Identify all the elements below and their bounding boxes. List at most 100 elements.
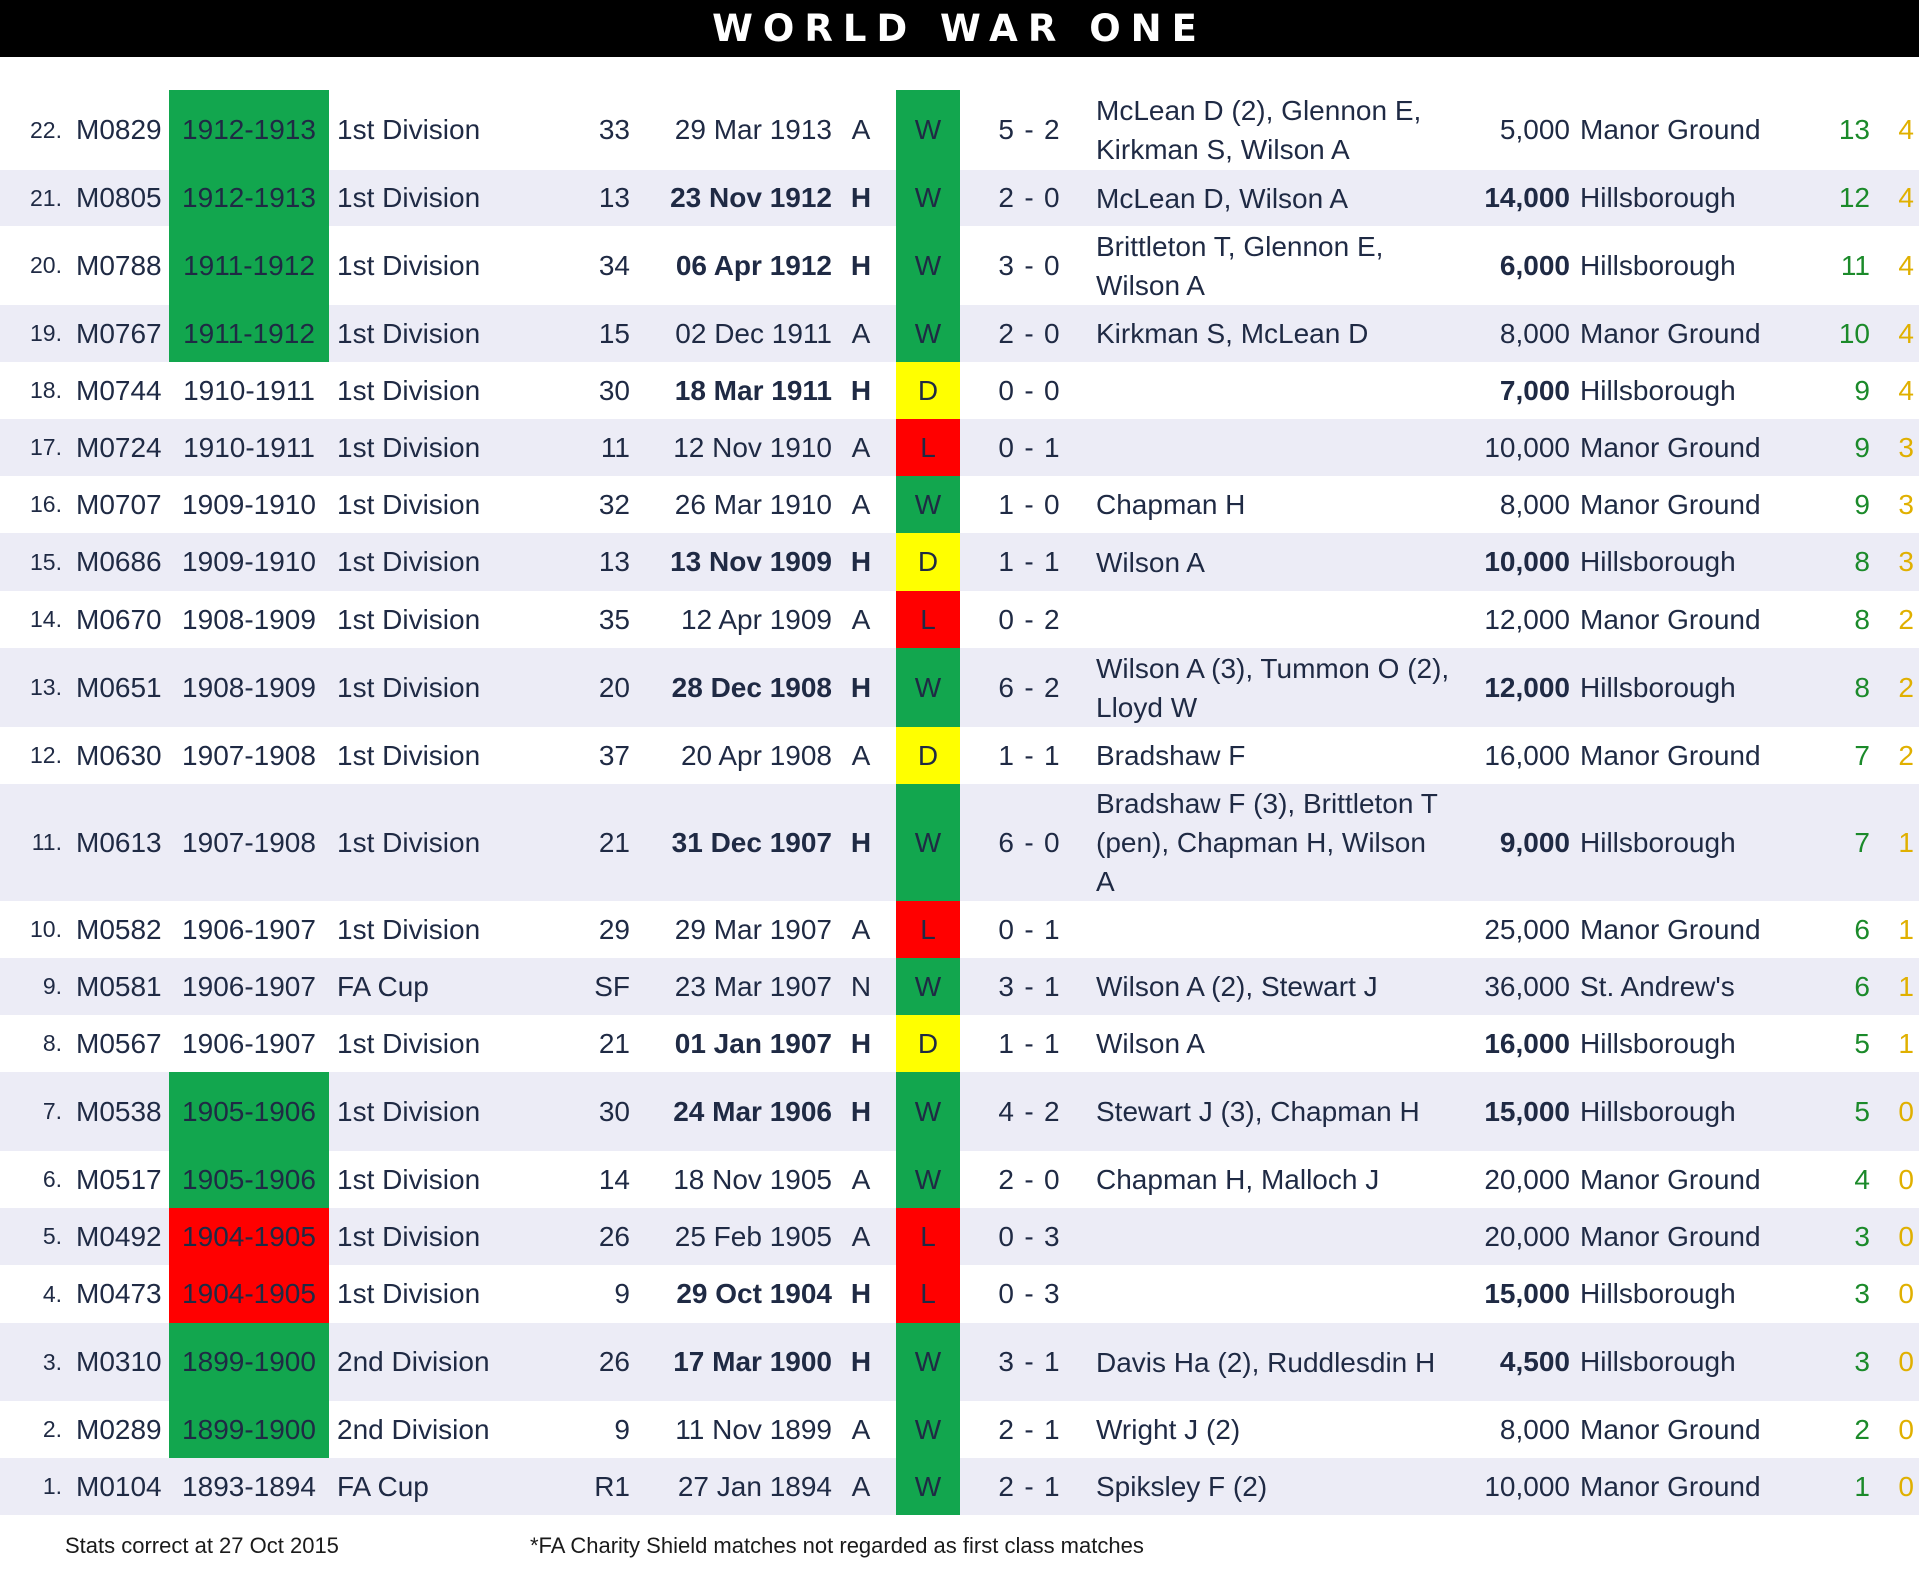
spacer: [882, 727, 896, 784]
result-badge: W: [896, 648, 960, 727]
season-cell: 1906-1907: [169, 901, 329, 958]
spacer: [882, 784, 896, 901]
draws-tally: 1: [1870, 958, 1914, 1015]
charity-shield-note: *FA Charity Shield matches not regarded …: [530, 1533, 1144, 1558]
competition-cell: FA Cup: [329, 958, 552, 1015]
venue-cell: A: [840, 591, 882, 648]
score-separator: -: [1014, 305, 1044, 362]
season-cell: 1912-1913: [169, 90, 329, 170]
match-number: 6.: [0, 1151, 70, 1208]
season-cell: 1912-1913: [169, 170, 329, 226]
scorers-cell: [1084, 1265, 1450, 1323]
spacer: [960, 419, 974, 476]
goals-for: 2: [974, 1458, 1014, 1515]
draws-tally: 2: [1870, 727, 1914, 784]
match-number: 9.: [0, 958, 70, 1015]
attendance-cell: 6,000: [1450, 226, 1580, 305]
date-cell: 20 Apr 1908: [648, 727, 840, 784]
season-cell: 1909-1910: [169, 476, 329, 533]
venue-cell: A: [840, 90, 882, 170]
goals-for: 1: [974, 476, 1014, 533]
spacer: [882, 1458, 896, 1515]
season-cell: 1906-1907: [169, 1015, 329, 1072]
competition-cell: 1st Division: [329, 170, 552, 226]
match-id: M0767: [70, 305, 169, 362]
goals-for: 5: [974, 90, 1014, 170]
score-separator: -: [1014, 1401, 1044, 1458]
ground-cell: Hillsborough: [1580, 1072, 1830, 1151]
venue-cell: H: [840, 362, 882, 419]
season-cell: 1906-1907: [169, 958, 329, 1015]
goals-for: 1: [974, 1015, 1014, 1072]
ground-cell: Hillsborough: [1580, 1265, 1830, 1323]
table-row: 4. M0473 1904-1905 1st Division 9 29 Oct 1904…: [0, 1265, 1919, 1323]
goals-against: 0: [1044, 362, 1084, 419]
match-id: M0724: [70, 419, 169, 476]
season-cell: 1909-1910: [169, 533, 329, 591]
spacer: [960, 784, 974, 901]
round-cell: 15: [552, 305, 648, 362]
competition-cell: 1st Division: [329, 591, 552, 648]
spacer: [882, 648, 896, 727]
season-cell: 1910-1911: [169, 362, 329, 419]
venue-cell: A: [840, 901, 882, 958]
venue-cell: A: [840, 1151, 882, 1208]
scorers-cell: Wilson A: [1084, 533, 1450, 591]
scorers-cell: Stewart J (3), Chapman H: [1084, 1072, 1450, 1151]
spacer: [960, 1265, 974, 1323]
draws-tally: 0: [1870, 1151, 1914, 1208]
date-cell: 18 Nov 1905: [648, 1151, 840, 1208]
ground-cell: Manor Ground: [1580, 305, 1830, 362]
spacer: [882, 901, 896, 958]
wins-tally: 9: [1830, 419, 1870, 476]
wins-tally: 7: [1830, 784, 1870, 901]
competition-cell: 1st Division: [329, 533, 552, 591]
spacer: [960, 901, 974, 958]
goals-for: 6: [974, 648, 1014, 727]
date-cell: 24 Mar 1906: [648, 1072, 840, 1151]
competition-cell: 1st Division: [329, 1151, 552, 1208]
match-number: 13.: [0, 648, 70, 727]
attendance-cell: 20,000: [1450, 1151, 1580, 1208]
match-id: M0310: [70, 1323, 169, 1401]
result-badge: L: [896, 1265, 960, 1323]
date-cell: 29 Oct 1904: [648, 1265, 840, 1323]
round-cell: 30: [552, 1072, 648, 1151]
table-row: 21. M0805 1912-1913 1st Division 13 23 Nov 19…: [0, 170, 1919, 226]
spacer: [960, 727, 974, 784]
result-badge: W: [896, 1151, 960, 1208]
date-cell: 12 Nov 1910: [648, 419, 840, 476]
losses-tally: 5: [1914, 419, 1919, 476]
losses-tally: 2: [1914, 958, 1919, 1015]
goals-for: 2: [974, 1401, 1014, 1458]
goals-for: 2: [974, 1151, 1014, 1208]
spacer: [882, 533, 896, 591]
match-id: M0651: [70, 648, 169, 727]
attendance-cell: 5,000: [1450, 90, 1580, 170]
result-badge: W: [896, 170, 960, 226]
table-row: 22. M0829 1912-1913 1st Division 33 29 Mar 19…: [0, 90, 1919, 170]
scorers-cell: Brittleton T, Glennon E, Wilson A: [1084, 226, 1450, 305]
venue-cell: H: [840, 1323, 882, 1401]
match-number: 5.: [0, 1208, 70, 1265]
goals-against: 0: [1044, 305, 1084, 362]
venue-cell: A: [840, 1208, 882, 1265]
venue-cell: A: [840, 419, 882, 476]
wins-tally: 3: [1830, 1323, 1870, 1401]
losses-tally: 1: [1914, 1265, 1919, 1323]
season-cell: 1908-1909: [169, 648, 329, 727]
attendance-cell: 12,000: [1450, 648, 1580, 727]
venue-cell: A: [840, 1458, 882, 1515]
losses-tally: 0: [1914, 1401, 1919, 1458]
round-cell: 32: [552, 476, 648, 533]
table-row: 5. M0492 1904-1905 1st Division 26 25 Feb 190…: [0, 1208, 1919, 1265]
ground-cell: Hillsborough: [1580, 533, 1830, 591]
result-badge: W: [896, 226, 960, 305]
match-id: M0829: [70, 90, 169, 170]
competition-cell: FA Cup: [329, 1458, 552, 1515]
losses-tally: 3: [1914, 784, 1919, 901]
goals-against: 3: [1044, 1208, 1084, 1265]
spacer: [960, 476, 974, 533]
result-badge: W: [896, 1072, 960, 1151]
scorers-cell: McLean D, Wilson A: [1084, 170, 1450, 226]
